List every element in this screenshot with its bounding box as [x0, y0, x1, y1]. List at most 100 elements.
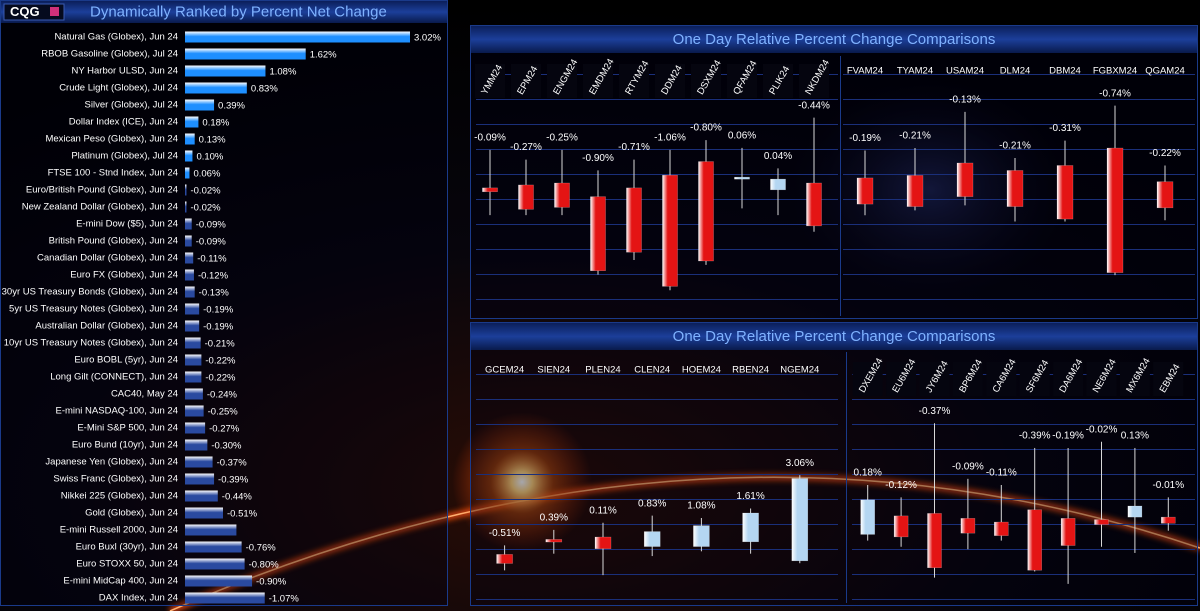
candle-body	[994, 521, 1009, 536]
value-label: -0.19%	[849, 133, 881, 144]
bar	[185, 371, 202, 383]
value-label: -0.31%	[1049, 123, 1081, 134]
candle-body	[693, 525, 710, 547]
instrument-label: Dollar Index (ICE), Jun 24	[69, 117, 178, 128]
ranked-panel	[0, 0, 448, 606]
label-box	[1086, 362, 1117, 396]
value-label: -0.21%	[899, 131, 931, 142]
value-label: 0.06%	[193, 169, 220, 180]
bar	[185, 235, 192, 247]
candle-body	[518, 184, 534, 210]
value-label: -0.39%	[218, 475, 249, 486]
bar	[185, 269, 194, 281]
candle-body	[482, 187, 498, 193]
value-label: 3.02%	[414, 33, 441, 44]
symbol-label: NGEM24	[780, 365, 819, 376]
value-label: -0.25%	[208, 407, 239, 418]
instrument-label: E-mini Russell 2000, Jun 24	[60, 525, 178, 536]
value-label: -0.30%	[211, 441, 242, 452]
candle-body	[1094, 519, 1109, 525]
instrument-label: British Pound (Globex), Jun 24	[49, 236, 178, 247]
bar	[185, 337, 201, 349]
value-label: -0.11%	[986, 468, 1017, 479]
label-box	[1119, 362, 1150, 396]
value-label: -0.27%	[209, 424, 240, 435]
value-label: -0.21%	[205, 339, 236, 350]
value-label: -0.09%	[952, 461, 984, 472]
top-header	[471, 26, 1197, 53]
candle-body	[545, 539, 563, 543]
panel-rules	[852, 356, 1195, 602]
instrument-label: NY Harbor ULSD, Jun 24	[72, 66, 179, 77]
instrument-label: Nikkei 225 (Globex), Jun 24	[61, 491, 178, 502]
instrument-label: Platinum (Globex), Jul 24	[71, 151, 178, 162]
label-box	[799, 64, 829, 98]
bar	[185, 303, 200, 315]
instrument-label: FTSE 100 - Stnd Index, Jun 24	[48, 168, 178, 179]
symbol-label: TYAM24	[897, 66, 933, 77]
value-label: 0.18%	[854, 468, 882, 479]
value-label: -0.24%	[207, 390, 238, 401]
instrument-label: CAC40, May 24	[111, 389, 178, 400]
value-label: 0.39%	[218, 101, 245, 112]
candle-body	[860, 499, 875, 535]
instrument-label: New Zealand Dollar (Globex), Jun 24	[22, 202, 178, 213]
value-label: -1.07%	[269, 594, 300, 605]
symbol-label: PLEN24	[585, 365, 620, 376]
bar	[185, 48, 306, 60]
value-label: -0.19%	[203, 322, 234, 333]
bar	[185, 184, 187, 196]
value-label: -0.25%	[546, 132, 578, 143]
candle-body	[1127, 505, 1143, 518]
instrument-label: E-mini NASDAQ-100, Jun 24	[56, 406, 179, 417]
candle-body	[906, 175, 924, 207]
label-box	[583, 64, 613, 98]
bar	[185, 150, 193, 162]
value-label: -0.09%	[474, 132, 506, 143]
candle-body	[856, 177, 874, 205]
symbol-label: CLEN24	[634, 365, 670, 376]
value-label: -0.27%	[510, 142, 542, 153]
value-label: -0.02%	[190, 186, 221, 197]
candle-body	[927, 513, 942, 569]
instrument-label: Long Gilt (CONNECT), Jun 24	[50, 372, 178, 383]
instrument-label: RBOB Gasoline (Globex), Jul 24	[41, 49, 178, 60]
value-label: -0.80%	[690, 123, 722, 134]
label-box	[619, 64, 649, 98]
instrument-label: Euro Buxl (30yr), Jun 24	[76, 542, 178, 553]
value-label: -0.22%	[1149, 148, 1181, 159]
bottom-header	[471, 323, 1197, 350]
label-box	[1053, 362, 1084, 396]
value-label: -0.37%	[217, 458, 248, 469]
top-title: One Day Relative Percent Change Comparis…	[673, 31, 996, 48]
symbol-label: SIEN24	[537, 365, 570, 376]
label-box	[1019, 362, 1050, 396]
value-label: -0.12%	[198, 271, 229, 282]
label-box	[886, 362, 917, 396]
bar	[185, 133, 195, 145]
symbol-label: HOEM24	[682, 365, 721, 376]
bar	[185, 575, 253, 587]
bottom-title: One Day Relative Percent Change Comparis…	[673, 328, 996, 345]
bar	[185, 592, 265, 604]
panel-rules	[476, 356, 838, 602]
bar	[185, 116, 199, 128]
symbol-label: GCEM24	[485, 365, 524, 376]
label-box	[1153, 362, 1184, 396]
instrument-label: Euro Bund (10yr), Jun 24	[72, 440, 178, 451]
instrument-label: Australian Dollar (Globex), Jun 24	[35, 321, 178, 332]
bar	[185, 286, 195, 298]
candle-body	[1056, 165, 1074, 220]
label-box	[655, 64, 685, 98]
instrument-label: Mexican Peso (Globex), Jun 24	[45, 134, 178, 145]
label-box	[763, 64, 793, 98]
symbol-label: RBEN24	[732, 365, 769, 376]
ranked-header	[1, 1, 447, 23]
candle-body	[1161, 516, 1176, 524]
candle-body	[960, 518, 976, 534]
instrument-label: DAX Index, Jun 24	[99, 593, 178, 604]
value-label: -0.39%	[1019, 431, 1051, 442]
value-label: 1.08%	[687, 501, 715, 512]
instrument-label: Euro FX (Globex), Jun 24	[70, 270, 178, 281]
candle-body	[698, 161, 714, 262]
